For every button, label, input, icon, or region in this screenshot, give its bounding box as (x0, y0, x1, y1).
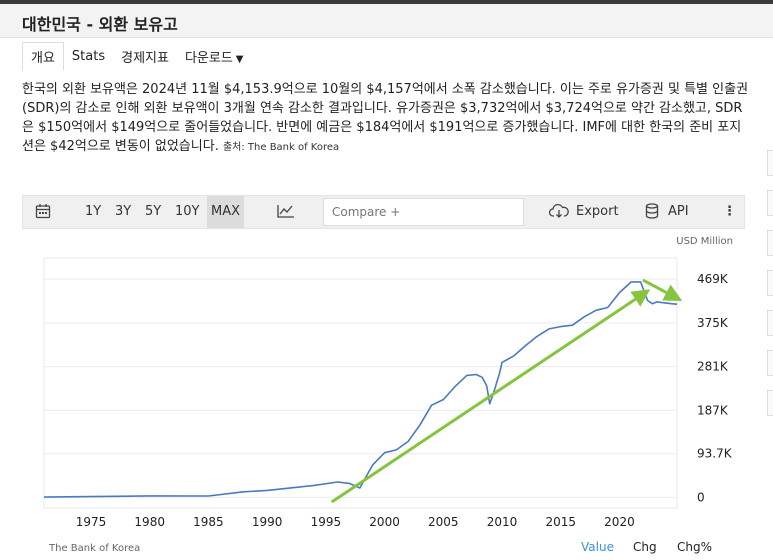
database-icon[interactable] (645, 196, 659, 228)
x-tick-label: 2020 (604, 515, 635, 529)
reserves-line-chart: 0 93.7K 187K 281K 375K 469K 1975 1980 1985 1990 19… (43, 257, 733, 529)
more-vertical-icon[interactable]: ⋮ (723, 204, 736, 219)
range-1y[interactable]: 1Y (85, 204, 102, 219)
mode-chg[interactable]: Chg (633, 540, 657, 554)
chart-area: 0 93.7K 187K 281K 375K 469K 1975 1980 1985 1990 19… (22, 230, 745, 560)
compare-input[interactable] (323, 198, 524, 226)
rail-tab[interactable] (767, 150, 773, 176)
x-tick-label: 1985 (193, 515, 224, 529)
tab-stats[interactable]: Stats (71, 48, 106, 64)
chart-source: The Bank of Korea (49, 543, 141, 554)
description: 한국의 외환 보유액은 2024년 11월 $4,153.9억으로 10월의 $… (22, 80, 750, 157)
calendar-icon[interactable] (35, 196, 51, 228)
title-bar: 대한민국 - 외환 보유고 (0, 4, 773, 38)
x-tick-label: 1980 (134, 515, 165, 529)
x-tick-label: 2015 (545, 515, 576, 529)
x-tick-label: 2010 (487, 515, 518, 529)
top-strip (0, 0, 773, 4)
x-tick-label: 1975 (76, 515, 107, 529)
tab-download-label: 다운로드 (184, 50, 233, 66)
description-text: 한국의 외환 보유액은 2024년 11월 $4,153.9억으로 10월의 $… (22, 82, 749, 154)
api-button[interactable]: API (668, 204, 689, 219)
y-tick-label: 0 (697, 490, 705, 504)
x-tick-label: 1990 (252, 515, 283, 529)
unit-label: USD Million (676, 236, 733, 247)
rail-tab[interactable] (767, 230, 773, 256)
tab-bar: 개요 Stats 경제지표 다운로드 ▼ (22, 41, 252, 71)
description-source: 출처: The Bank of Korea (222, 142, 340, 153)
y-tick-label: 187K (697, 403, 729, 417)
rail-tab[interactable] (767, 270, 773, 296)
cloud-download-icon[interactable] (549, 196, 569, 228)
page-title: 대한민국 - 외환 보유고 (22, 15, 178, 34)
range-10y[interactable]: 10Y (175, 204, 200, 219)
x-tick-label: 2000 (369, 515, 400, 529)
series-line (43, 281, 678, 498)
plot-border (43, 257, 678, 509)
x-tick-label: 2005 (428, 515, 459, 529)
range-max[interactable]: MAX (207, 196, 245, 228)
tab-indicators[interactable]: 경제지표 (121, 50, 169, 66)
mode-chg-pct[interactable]: Chg% (677, 540, 713, 554)
right-rail (765, 150, 773, 560)
y-tick-label: 93.7K (697, 447, 733, 461)
mode-value[interactable]: Value (581, 540, 614, 554)
range-3y[interactable]: 3Y (115, 204, 132, 219)
y-tick-label: 281K (697, 360, 729, 374)
y-tick-label: 469K (697, 272, 729, 286)
tab-overview[interactable]: 개요 (22, 41, 64, 71)
rail-tab[interactable] (767, 310, 773, 336)
rail-tab[interactable] (767, 350, 773, 376)
line-chart-icon[interactable] (277, 196, 295, 228)
export-button[interactable]: Export (576, 204, 619, 219)
rail-tab[interactable] (767, 390, 773, 416)
rail-tab[interactable] (767, 190, 773, 216)
tab-download[interactable]: 다운로드 ▼ (177, 43, 252, 70)
trend-arrow (330, 289, 651, 504)
chart-toolbar: 1Y 3Y 5Y 10Y MAX Export API ⋮ (22, 195, 745, 229)
range-5y[interactable]: 5Y (145, 204, 162, 219)
y-tick-label: 375K (697, 316, 729, 330)
trend-arrow (642, 278, 683, 301)
caret-down-icon: ▼ (235, 53, 244, 65)
x-tick-label: 1995 (311, 515, 342, 529)
